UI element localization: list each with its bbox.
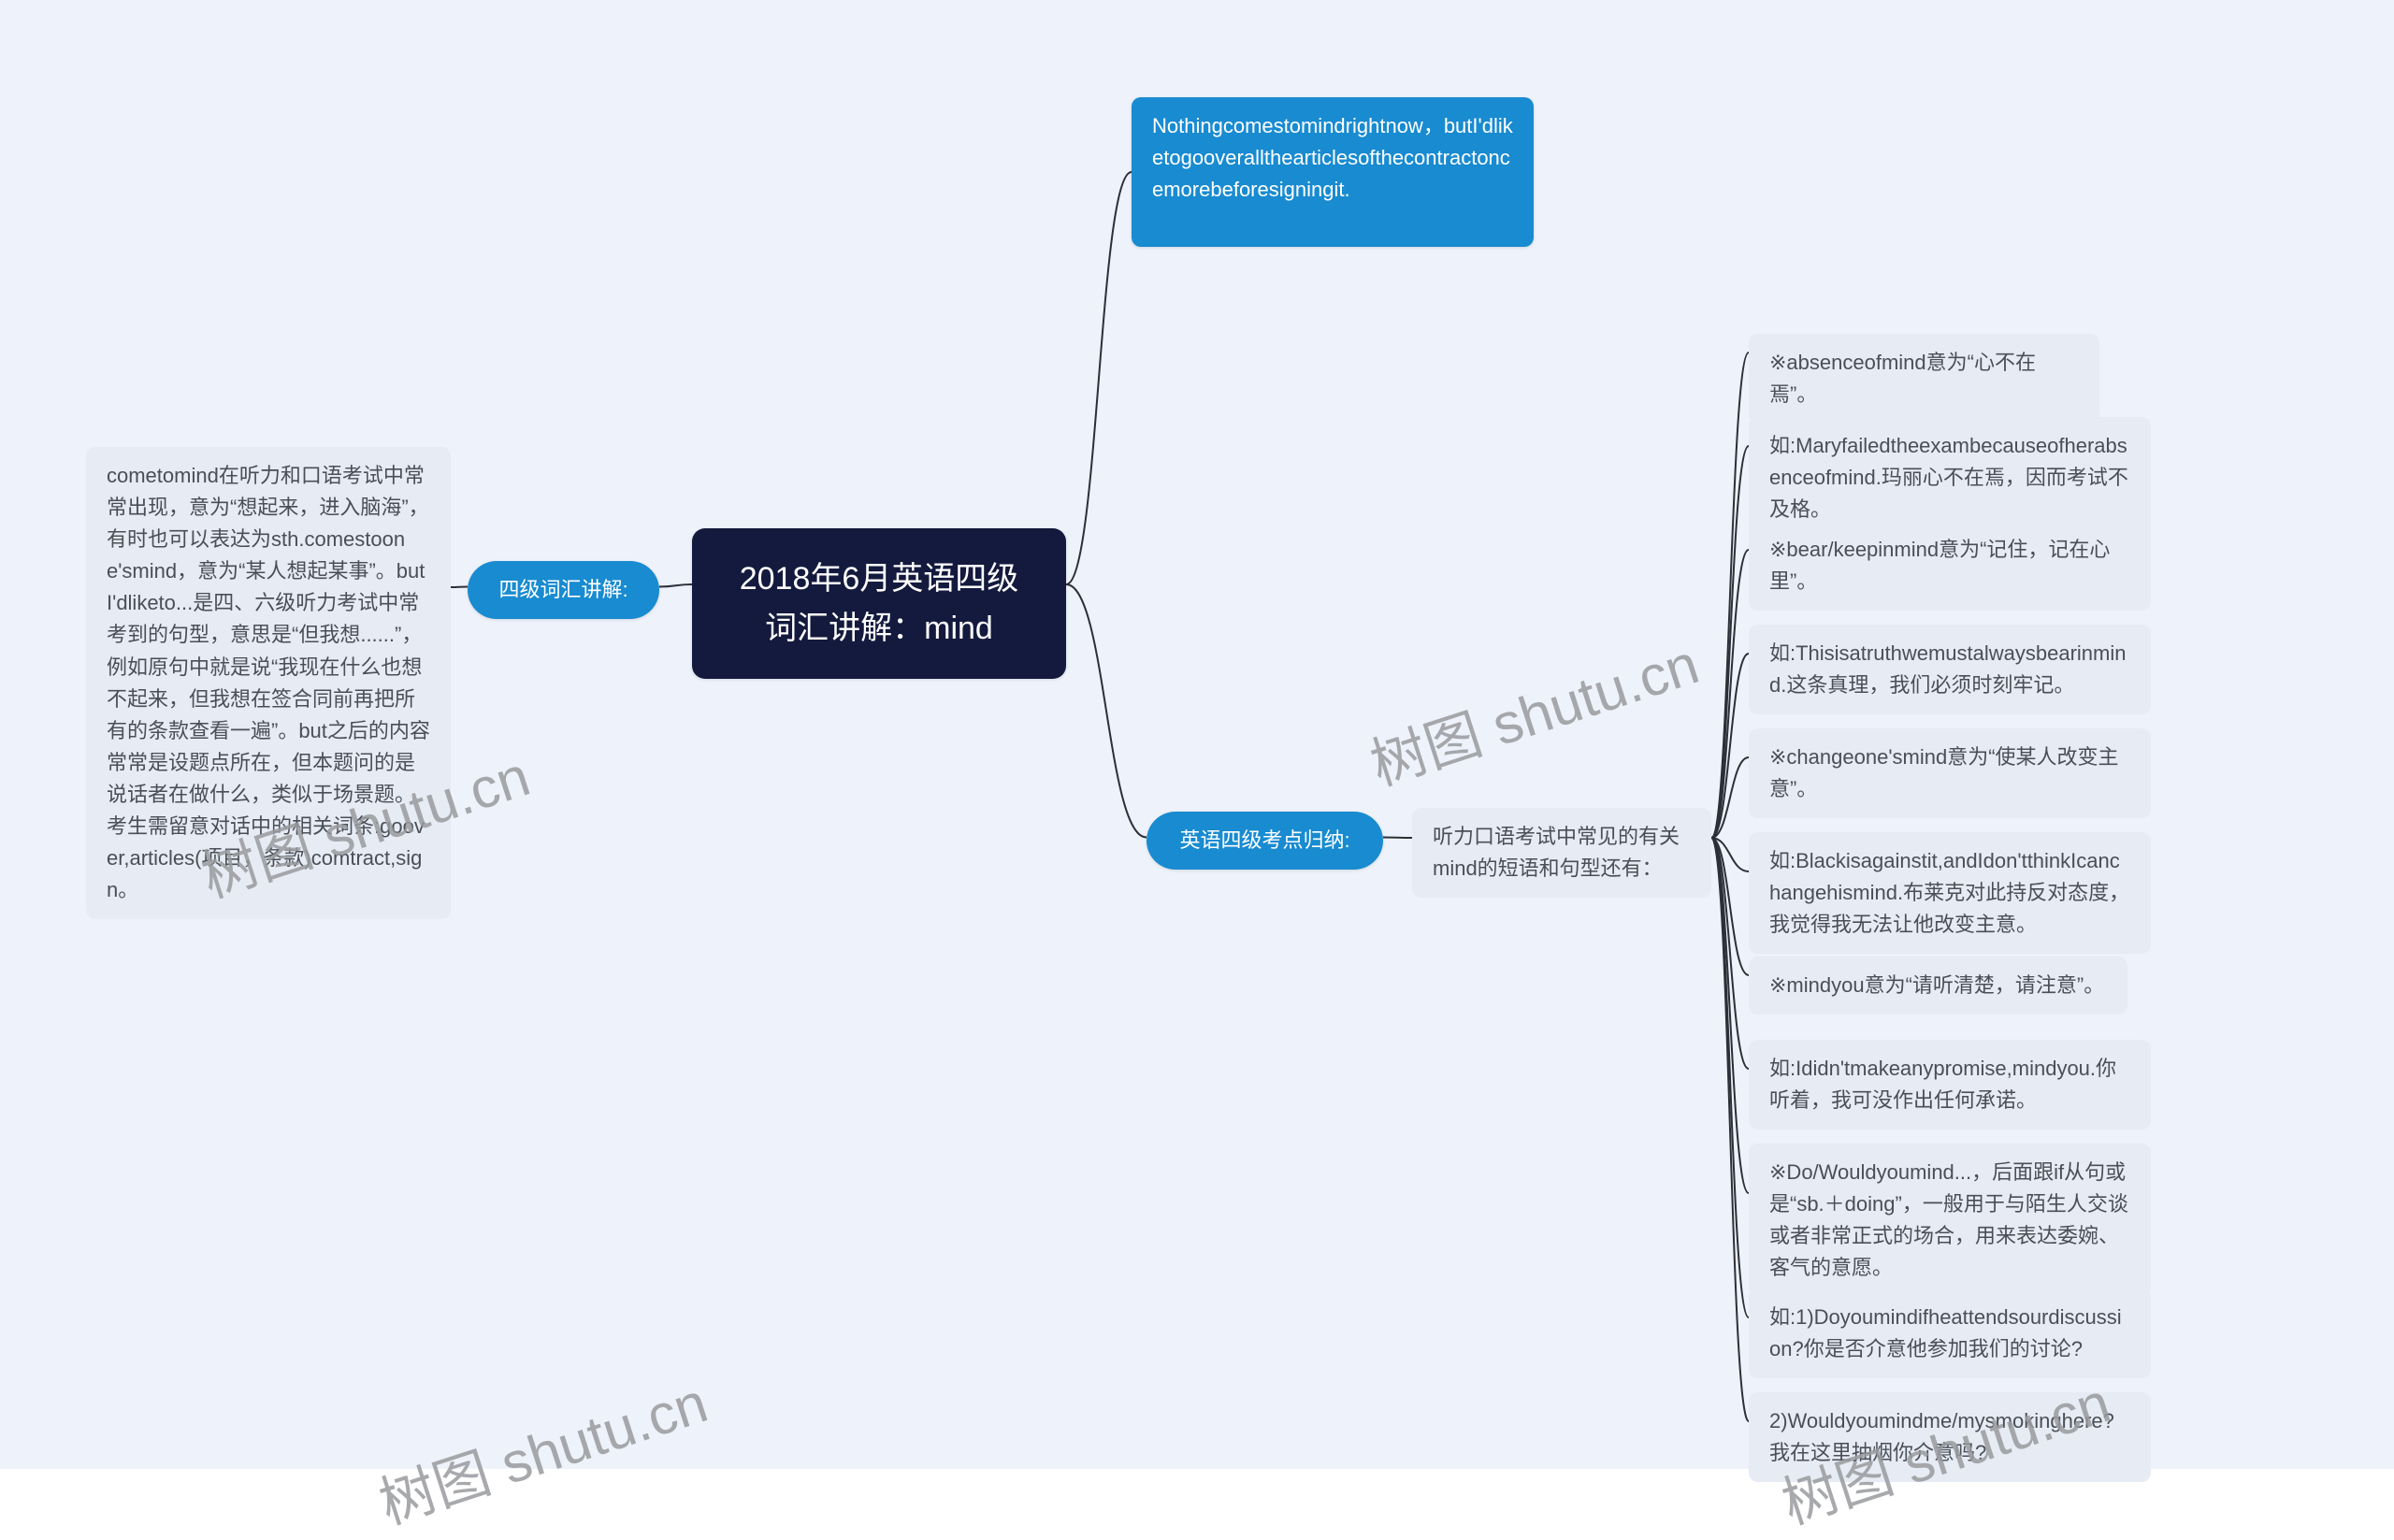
left-branch-label: 四级词汇讲解:	[468, 561, 659, 619]
root-node: 2018年6月英语四级词汇讲解：mind	[692, 528, 1066, 679]
leaf-node-0: ※absenceofmind意为“心不在焉”。	[1749, 334, 2099, 424]
leaf-node-9: 如:1)Doyoumindifheattendsourdiscussion?你是…	[1749, 1288, 2151, 1378]
leaf-node-2: ※bear/keepinmind意为“记住，记在心里”。	[1749, 521, 2151, 611]
leaf-node-7: 如:Ididn'tmakeanypromise,mindyou.你听着，我可没作…	[1749, 1040, 2151, 1130]
right-mid-sub: 听力口语考试中常见的有关mind的短语和句型还有：	[1412, 808, 1711, 898]
leaf-node-8: ※Do/Wouldyoumind...，后面跟if从句或是“sb.＋doing”…	[1749, 1144, 2151, 1297]
right-mid-label: 英语四级考点归纳:	[1147, 812, 1383, 870]
leaf-node-5: 如:Blackisagainstit,andIdon'tthinkIcancha…	[1749, 832, 2151, 954]
left-branch-content: cometomind在听力和口语考试中常常出现，意为“想起来，进入脑海”，有时也…	[86, 447, 451, 919]
leaf-node-6: ※mindyou意为“请听清楚，请注意”。	[1749, 957, 2127, 1015]
watermark: 树图 shutu.cn	[368, 1358, 716, 1540]
watermark: 树图 shutu.cn	[1359, 619, 1708, 801]
right-top-node: Nothingcomestomindrightnow，butI'dliketog…	[1132, 97, 1534, 247]
leaf-node-4: ※changeone'smind意为“使某人改变主意”。	[1749, 728, 2151, 818]
leaf-node-3: 如:Thisisatruthwemustalwaysbearinmind.这条真…	[1749, 625, 2151, 714]
